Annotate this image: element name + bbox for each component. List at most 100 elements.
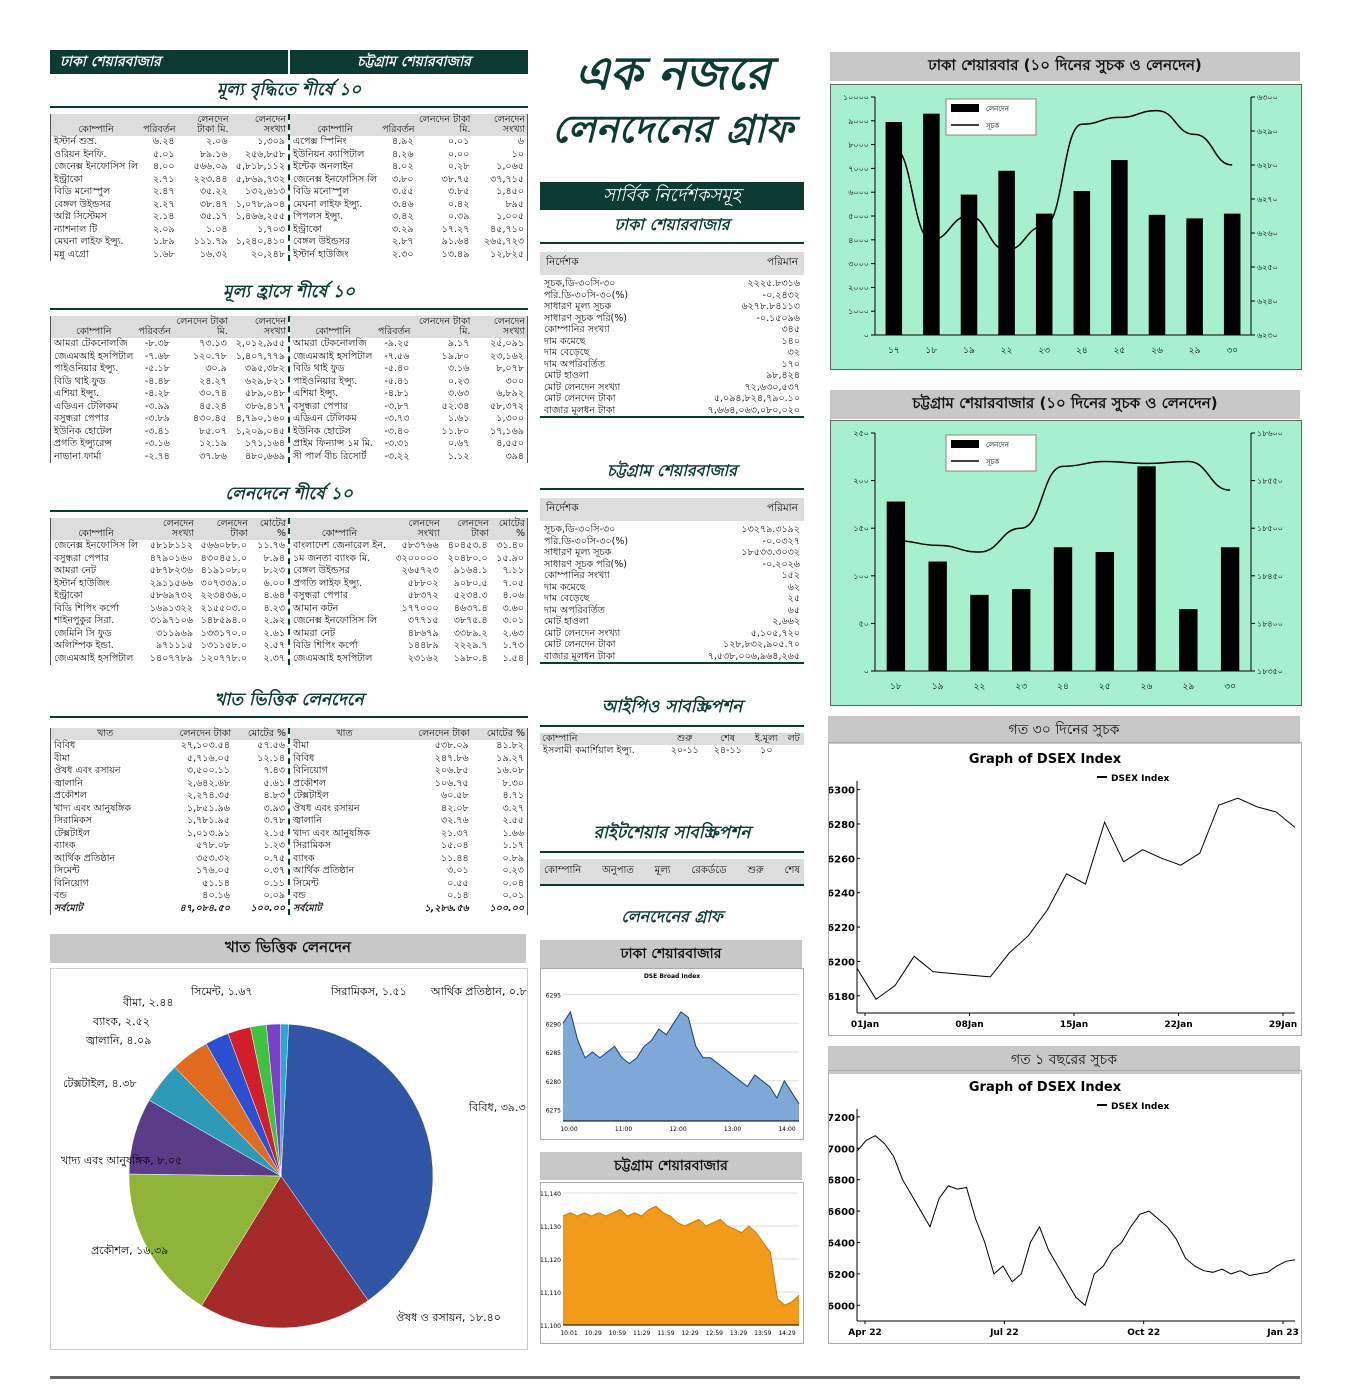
indicator-label: বাজার মূলধন টাকা xyxy=(544,404,616,416)
table-row: বিডি থাই ফুড -৪.৪৮ ২৪.২৭ ৬২৯,৮২১ xyxy=(51,376,288,389)
indicator-value: -০.২৪৩২ xyxy=(762,289,800,301)
table-row: বসুন্ধরা পেপার -৩.৮৯ ৪৩০.৪৫ ৪,৭৯০,১৬০ xyxy=(51,413,288,426)
table-header-cell: লেনদেন টাকা xyxy=(159,728,233,740)
indicator-row: মোট লেনদেন টাকা ১২৮,৮৩২,৯০৫.৭০ xyxy=(540,639,804,651)
table-cell: ১১১.৭৯ xyxy=(193,236,228,247)
table-row: বাংলাদেশ জেনারেল ইন. ৫৮৩৭৬৬ ৪০৪৫৩.৪ ৩১.৪০ xyxy=(290,540,527,553)
table-cell: প্রাইম ফিন্যান্স ১ম মি. xyxy=(293,438,373,449)
table-cell: ৪.৬৪ xyxy=(263,590,285,601)
table-cell: ৩৮৬,৪১৭ xyxy=(244,400,285,412)
y-tick-label: ২৫০ xyxy=(853,429,869,438)
table-row: বসুন্ধরা পেপার ৪৭৯০১৬০ ৪৩০৪৫১.০ ৮.৯৪ xyxy=(51,553,288,566)
table-row: বন্ড ৪০.১৬ ০.০৯ xyxy=(51,890,288,903)
legend-bar-label: লেনদেন xyxy=(986,105,1010,113)
x-tick-label: ২৬ xyxy=(1141,682,1153,692)
indicator-row: কোম্পানির সংখ্যা ১৫২ xyxy=(540,570,804,582)
table-cell: ২১৫৫০৩.০ xyxy=(200,602,247,614)
table-cell: ২,২৭৪.৩৫ xyxy=(186,790,230,801)
table-cell: অগ্নি সিস্টেমস xyxy=(54,211,107,222)
table-cell: ৯০৮০.৫ xyxy=(453,577,488,589)
losers-title: মূল্য হ্রাসে শীর্ষে ১০ xyxy=(50,278,528,310)
table-cell: এডিএন টেলিকম xyxy=(54,400,118,412)
table-cell: ১৭১,১৬৪ xyxy=(244,438,285,449)
table-cell: ৩১৯৭১০৬ xyxy=(149,615,193,626)
table-cell: ৩০.৯ xyxy=(205,363,227,374)
table-cell: ১২,৮২৫ xyxy=(490,248,524,260)
table-cell: ১৩.৪৯ xyxy=(441,248,470,260)
indicator-row: সাধারণ মূল্য সূচক ১৮৫৩৩.৩০৩২ xyxy=(540,547,804,559)
table-row: জেএমআই হসপিটাল -৭.৫৬ ১৯.৮০ ২৩,১৬২ xyxy=(290,351,527,364)
ipo-cell: ২৪-১১ xyxy=(713,745,742,756)
x-tick-label: ২৬ xyxy=(1151,346,1163,356)
table-cell: ১,৪৫০ xyxy=(496,186,524,197)
table-cell: সী পার্ল বীচ রিসোর্ট xyxy=(293,450,367,462)
table-cell: ৩.৬৩ xyxy=(447,388,470,399)
x-tick-label: ২৯ xyxy=(1182,682,1194,692)
table-row: সিমেন্ট ০.৫৫ ০.০৪ xyxy=(290,878,527,891)
table-cell: ১০০.০০ xyxy=(250,902,285,914)
table-cell: ৯১.৬৪ xyxy=(441,236,470,247)
indicator-row: সাধারণ মূল্য সূচক ৬২৭৮.৮৪১১৩ xyxy=(540,301,804,313)
y2-tick-label: ৬২৫০ xyxy=(1257,263,1278,272)
table-cell: ১.৭৩ xyxy=(502,640,524,651)
table-cell: ৫১.১৪ xyxy=(202,877,230,889)
table-cell: ৩.৮০ xyxy=(392,173,414,185)
rights-section: রাইটশেয়ার সাবস্ক্রিপশন কোম্পানি অনুপাত মূ… xyxy=(540,818,804,886)
x-tick-label: ১৯ xyxy=(963,346,975,356)
table-cell: ০.২৩ xyxy=(502,865,524,876)
bar xyxy=(1137,466,1156,671)
x-tick-label: ৩০ xyxy=(1226,346,1238,356)
table-cell: ১,৪০৭,৭৭৯ xyxy=(235,350,285,362)
table-cell: ৪.০০ xyxy=(153,161,175,172)
y2-tick-label: ৬২৬০ xyxy=(1257,229,1278,238)
table-cell: ৪৩০.৪৫ xyxy=(192,413,227,424)
indicator-row: মোট লেনদেন সংখ্যা ৫,১০৫,৭২০ xyxy=(540,628,804,640)
table-cell: ১,০৭৮,৯০৪ xyxy=(235,198,285,210)
y-tick-label: ৭০০০ xyxy=(848,164,869,173)
table-header-cell: লেনদেন টাকা xyxy=(195,518,250,540)
table-cell: ২.৫৭ xyxy=(263,640,285,651)
table-header-cell: কোম্পানি xyxy=(51,114,142,136)
table-cell: -৩.৮৭ xyxy=(384,400,410,412)
x-tick-label: 01Jan xyxy=(851,1020,879,1030)
table-cell: ২.০৬ xyxy=(205,136,228,147)
table-row: বসুন্ধরা পেপার ৫৮৩৭২ ৫২৩৪.৩ ৪.০৬ xyxy=(290,590,527,603)
y1-title: গত ১ বছরের সুচক xyxy=(828,1046,1300,1074)
indicator-label: মোট হাওলা xyxy=(544,370,589,381)
y-tick-label: 6280 xyxy=(546,1079,561,1086)
table-cell: ৬.০০ xyxy=(263,577,285,589)
pie-label: প্রকৌশল, ১৬.৩৯ xyxy=(91,1244,168,1257)
x-tick-label: 13:29 xyxy=(730,1330,747,1337)
table-cell: ১৭,১৬৯ xyxy=(490,425,524,437)
table-cell: শাইনপুকুর সিরা. xyxy=(54,615,115,626)
table-cell: ৫.৬১ xyxy=(263,777,285,789)
table-header-cell: কোম্পানি xyxy=(290,518,389,540)
y-tick-label: ৫০ xyxy=(859,619,869,628)
table-cell: ২.৫৫ xyxy=(502,815,524,826)
y-tick-label: ৩০০০ xyxy=(848,260,869,269)
dsex-1year-chart: Graph of DSEX Index DSEX Index 6000 6200 640… xyxy=(827,1080,1299,1338)
y-tick-label: 6200 xyxy=(829,957,855,968)
table-cell: ১,৩০০ xyxy=(496,413,524,424)
x-tick-label: 10:29 xyxy=(585,1330,602,1337)
table-cell: মেঘনা লাইফ ইন্স্যু. xyxy=(293,198,363,210)
table-cell: ১৬.০৮ xyxy=(496,765,524,776)
table-header-cell: লেনদেন টাকা মি. xyxy=(416,114,473,136)
table-row: বিডি মনোস্পুল ৩.৫৫ ৩.৮৫ ১,৪৫০ xyxy=(290,186,527,199)
x-tick-label: ২৫ xyxy=(1114,346,1126,356)
table-header-cell: লেনদেন সংখ্যা xyxy=(388,518,442,540)
table-cell: ৯১৬৪.১ xyxy=(453,565,488,576)
table-cell: ২.৪৭ xyxy=(153,186,175,197)
table-cell: জেএমআই হসপিটাল xyxy=(293,350,373,362)
table-header-cell: কোম্পানি xyxy=(51,518,142,540)
indicator-value: ১৭০ xyxy=(781,358,800,370)
table-row: ইউনিক হোটেল -৩.৪১ ৮৫.০৭ ১,২০৯,০৪৫ xyxy=(51,426,288,439)
indicator-row: বাজার মূলধন টাকা ৭,৬৬৪,০৬৩,০৮০,০২০ xyxy=(540,405,804,418)
table-header-cell: লেনদেন সংখ্যা xyxy=(472,316,527,338)
indicator-label: বাজার মূলধন টাকা xyxy=(544,650,616,662)
area-line xyxy=(562,1205,800,1306)
table-cell: ০.০১ xyxy=(502,890,524,901)
table-cell: ০.২৩ xyxy=(447,375,470,387)
x-tick-label: ১৭ xyxy=(888,346,900,356)
table-cell: প্রকৌশল xyxy=(54,790,87,801)
